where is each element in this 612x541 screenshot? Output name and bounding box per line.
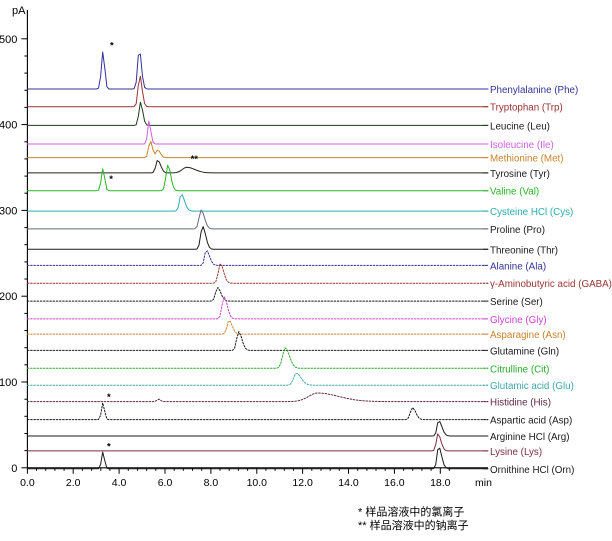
- svg-text:Citrulline (Cit): Citrulline (Cit): [490, 364, 549, 375]
- svg-text:Valine (Val): Valine (Val): [490, 187, 539, 198]
- svg-text:Methionine (Met): Methionine (Met): [490, 154, 564, 165]
- svg-text:500: 500: [0, 34, 17, 46]
- svg-text:0: 0: [11, 463, 17, 475]
- svg-text:*: *: [107, 392, 111, 403]
- svg-text:pA: pA: [12, 5, 26, 17]
- svg-text:18.0: 18.0: [430, 477, 451, 489]
- svg-text:min: min: [475, 477, 492, 489]
- svg-text:10.0: 10.0: [247, 477, 268, 489]
- svg-text:2.0: 2.0: [66, 477, 81, 489]
- svg-text:8.0: 8.0: [204, 477, 219, 489]
- svg-text:*: *: [109, 174, 113, 185]
- svg-text:γ-Aminobutyric acid (GABA): γ-Aminobutyric acid (GABA): [490, 279, 612, 290]
- svg-text:Arginine HCl (Arg): Arginine HCl (Arg): [490, 432, 570, 443]
- svg-text:Leucine (Leu): Leucine (Leu): [490, 121, 550, 132]
- svg-text:Histidine (His): Histidine (His): [490, 398, 551, 409]
- svg-text:14.0: 14.0: [338, 477, 359, 489]
- svg-text:* 样品溶液中的氯离子: * 样品溶液中的氯离子: [358, 505, 464, 519]
- svg-text:400: 400: [0, 120, 17, 132]
- svg-text:Ornithine HCl (Orn): Ornithine HCl (Orn): [490, 465, 574, 476]
- svg-text:**: **: [191, 154, 199, 165]
- svg-text:** 样品溶液中的钠离子: ** 样品溶液中的钠离子: [358, 518, 469, 532]
- svg-text:12.0: 12.0: [292, 477, 313, 489]
- svg-text:Asparagine (Asn): Asparagine (Asn): [490, 330, 566, 341]
- svg-text:200: 200: [0, 291, 17, 303]
- svg-text:*: *: [110, 40, 114, 51]
- svg-text:Phenylalanine (Phe): Phenylalanine (Phe): [490, 85, 578, 96]
- svg-text:100: 100: [0, 377, 17, 389]
- svg-text:Tryptophan (Trp): Tryptophan (Trp): [490, 103, 563, 114]
- svg-text:16.0: 16.0: [384, 477, 405, 489]
- svg-text:*: *: [107, 442, 111, 453]
- svg-text:300: 300: [0, 205, 17, 217]
- svg-text:Aspartic acid (Asp): Aspartic acid (Asp): [490, 416, 572, 427]
- svg-text:Lysine (Lys): Lysine (Lys): [490, 447, 542, 458]
- svg-text:Serine (Ser): Serine (Ser): [490, 297, 543, 308]
- svg-text:Alanine (Ala): Alanine (Ala): [490, 261, 546, 272]
- svg-text:Isoleucine (Ile): Isoleucine (Ile): [490, 140, 554, 151]
- svg-text:Glycine (Gly): Glycine (Gly): [490, 315, 547, 326]
- svg-text:Proline (Pro): Proline (Pro): [490, 225, 545, 236]
- svg-text:Glutamic acid (Glu): Glutamic acid (Glu): [490, 381, 574, 392]
- svg-text:Threonine (Thr): Threonine (Thr): [490, 245, 558, 256]
- svg-text:6.0: 6.0: [158, 477, 173, 489]
- svg-text:4.0: 4.0: [112, 477, 127, 489]
- svg-text:Glutamine (Gln): Glutamine (Gln): [490, 346, 559, 357]
- svg-text:Cysteine HCl (Cys): Cysteine HCl (Cys): [490, 207, 573, 218]
- svg-text:Tyrosine (Tyr): Tyrosine (Tyr): [490, 169, 550, 180]
- svg-text:0.0: 0.0: [20, 477, 35, 489]
